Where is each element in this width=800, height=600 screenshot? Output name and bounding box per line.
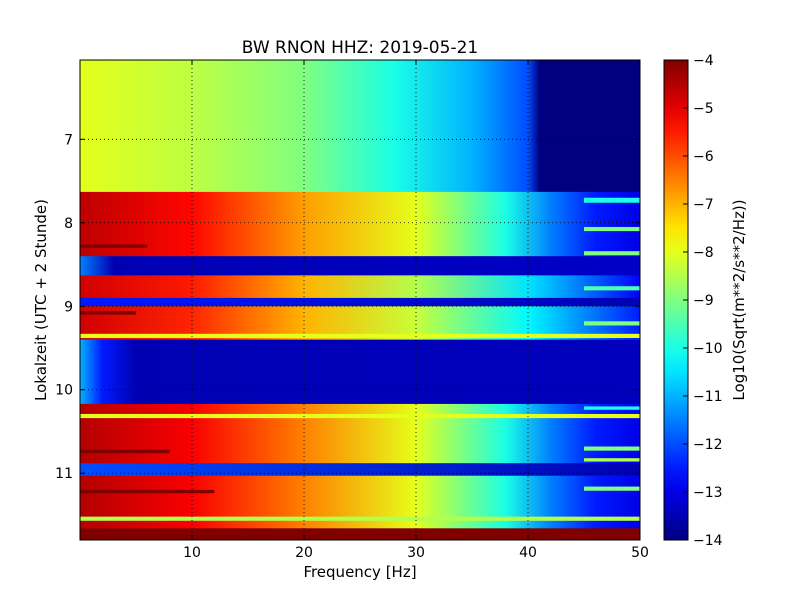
spectrogram-stripe	[80, 333, 640, 338]
spectrogram-band	[80, 528, 640, 540]
y-tick-label: 10	[55, 383, 73, 399]
colorbar-tick-label: −12	[693, 437, 723, 453]
colorbar-tick-label: −7	[693, 197, 714, 213]
x-tick-label: 40	[519, 545, 537, 561]
spectrogram-band	[80, 463, 640, 477]
colorbar-tick-label: −11	[693, 389, 723, 405]
spectrogram-band	[80, 403, 640, 464]
colorbar-tick-label: −5	[693, 101, 714, 117]
colorbar-tick-label: −8	[693, 245, 714, 261]
spectrogram-stripe	[584, 321, 640, 326]
spectrogram-stripe	[80, 449, 170, 454]
spectrogram-band	[80, 60, 640, 193]
y-tick-label: 8	[64, 216, 73, 232]
spectrogram-band	[80, 297, 640, 307]
colorbar-tick-label: −10	[693, 341, 723, 357]
x-tick-label: 10	[183, 545, 201, 561]
colorbar-tick-label: −9	[693, 293, 714, 309]
y-tick-label: 11	[55, 466, 73, 482]
spectrogram-stripe	[584, 446, 640, 451]
spectrogram-plot: 10 20 30 40 50 7 8 9 10 11	[55, 59, 649, 561]
spectrogram-stripe	[80, 413, 640, 419]
x-axis-label: Frequency [Hz]	[303, 563, 416, 581]
spectrogram-stripe	[584, 486, 640, 491]
x-tick-label: 50	[631, 545, 649, 561]
spectrogram-stripe	[80, 489, 215, 494]
spectrogram-band	[80, 256, 640, 276]
x-tick-label: 20	[295, 545, 313, 561]
spectrogram-stripe	[80, 311, 136, 315]
spectrogram-band	[80, 191, 640, 257]
spectrogram-stripe	[584, 251, 640, 256]
x-tick-label: 30	[407, 545, 425, 561]
colorbar-tick-label: −14	[693, 533, 723, 549]
y-tick-label: 7	[64, 132, 73, 148]
y-axis-label: Lokalzeit (UTC + 2 Stunde)	[32, 199, 50, 401]
spectrogram-band	[80, 275, 640, 299]
spectrogram-band	[80, 339, 640, 405]
spectrogram-stripe	[80, 516, 640, 521]
colorbar-tick-label: −6	[693, 149, 714, 165]
spectrogram-stripe	[584, 406, 640, 410]
spectrogram-stripe	[80, 244, 148, 248]
colorbar: −4 −5 −6 −7 −8 −9 −10 −11 −12 −13 −14 Log10(Sqrt(m…	[663, 53, 748, 549]
spectrogram-stripe	[584, 226, 640, 232]
spectrogram-stripe	[584, 286, 640, 291]
colorbar-tick-label: −4	[693, 53, 714, 69]
colorbar-label: Log10(Sqrt(m**2/s**2/Hz))	[730, 199, 748, 400]
plot-frame	[79, 59, 641, 541]
spectrogram-band	[80, 475, 640, 529]
spectrogram-stripe	[584, 458, 640, 462]
colorbar-tick-label: −13	[693, 485, 723, 501]
spectrogram-stripe	[584, 197, 640, 203]
chart-title: BW RNON HHZ: 2019-05-21	[242, 38, 478, 58]
y-tick-label: 9	[64, 299, 73, 315]
